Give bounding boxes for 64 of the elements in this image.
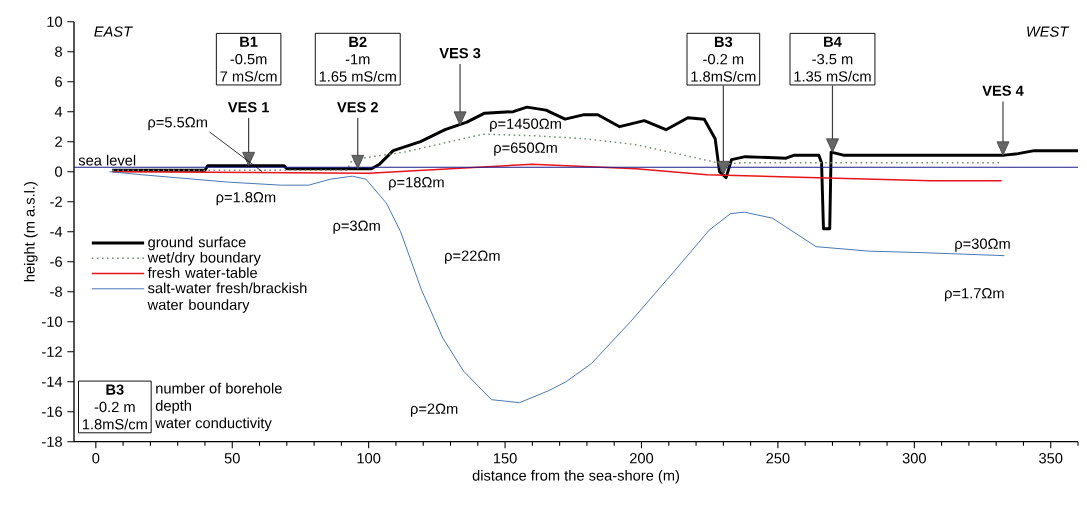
annotation: ρ=18Ωm xyxy=(389,177,444,191)
annotation: B3 xyxy=(714,36,733,48)
y-axis-title: height (m a.s.l.) xyxy=(23,182,38,282)
y-tick-label: 0 xyxy=(55,166,63,177)
y-tick-label: -4 xyxy=(50,226,63,237)
ref-line-label: sea level xyxy=(78,154,136,166)
annotation: ρ=1450Ωm xyxy=(490,118,561,132)
annotation: WEST xyxy=(1027,26,1070,37)
y-tick-label: 10 xyxy=(47,16,63,27)
x-tick-label: 0 xyxy=(92,453,100,464)
annotation: ρ=1.7Ωm xyxy=(945,288,1004,302)
y-tick-label: 2 xyxy=(55,136,62,147)
y-tick-label: -2 xyxy=(50,196,62,207)
annotation: EAST xyxy=(94,26,133,37)
legend-label: salt-water fresh/brackish water boundary xyxy=(147,282,307,313)
annotation: B4 xyxy=(824,36,842,47)
annotation: -0.2 m xyxy=(703,53,744,65)
annotation: ρ=22Ωm xyxy=(445,250,500,264)
x-tick-label: 350 xyxy=(1039,453,1063,464)
x-tick-label: 150 xyxy=(493,453,517,464)
y-tick-label: -14 xyxy=(42,376,63,387)
annotation: VES 3 xyxy=(439,47,481,59)
y-tick-label: -12 xyxy=(42,346,62,357)
annotation: ρ=650Ωm xyxy=(494,142,557,156)
annotation: 1.65 mS/cm xyxy=(319,70,396,82)
legend-label: fresh water-table xyxy=(147,267,257,278)
annotation: VES 2 xyxy=(337,101,378,113)
legend-label: wet/dry boundary xyxy=(147,251,261,266)
y-tick-label: -8 xyxy=(50,286,62,297)
annotation: -0.5m xyxy=(230,53,267,65)
y-tick-label: -10 xyxy=(42,316,63,327)
annotation: number of borehole xyxy=(156,382,282,394)
x-tick-label: 300 xyxy=(902,453,926,464)
annotation: B1 xyxy=(240,36,258,47)
x-tick-label: 50 xyxy=(224,453,240,464)
annotation: 7 mS/cm xyxy=(220,70,277,82)
annotation: -3.5 m xyxy=(812,53,853,65)
annotation: VES 4 xyxy=(982,85,1024,96)
legend-label: ground surface xyxy=(148,236,246,251)
annotation: ρ=5.5Ωm xyxy=(148,117,207,131)
x-tick-label: 100 xyxy=(357,453,381,464)
annotation: -1m xyxy=(345,54,370,65)
y-tick-label: 8 xyxy=(55,46,62,57)
annotation: 1.8mS/cm xyxy=(691,70,756,82)
annotation: 1.8mS/cm xyxy=(82,418,147,430)
annotation: water conductivity xyxy=(155,417,272,432)
x-tick-label: 200 xyxy=(629,453,654,464)
annotation: ρ=3Ωm xyxy=(333,220,380,234)
y-tick-label: -18 xyxy=(42,436,62,447)
annotation: 1.35 mS/cm xyxy=(794,70,871,82)
annotation: B2 xyxy=(349,36,367,47)
y-tick-label: -16 xyxy=(42,406,62,417)
annotation: B3 xyxy=(106,384,124,395)
y-tick-label: 4 xyxy=(54,106,63,117)
y-tick-label: -6 xyxy=(50,256,62,267)
annotation: VES 1 xyxy=(227,101,269,113)
annotation: ρ=30Ωm xyxy=(955,238,1010,252)
y-tick-label: 6 xyxy=(55,76,62,87)
x-axis-title: distance from the sea-shore (m) xyxy=(472,469,679,484)
annotation: -0.2 m xyxy=(94,401,135,413)
x-tick-label: 250 xyxy=(766,453,790,464)
annotation: depth xyxy=(155,400,191,414)
annotation: ρ=1.8Ωm xyxy=(216,192,276,206)
annotation: ρ=2Ωm xyxy=(410,403,458,417)
